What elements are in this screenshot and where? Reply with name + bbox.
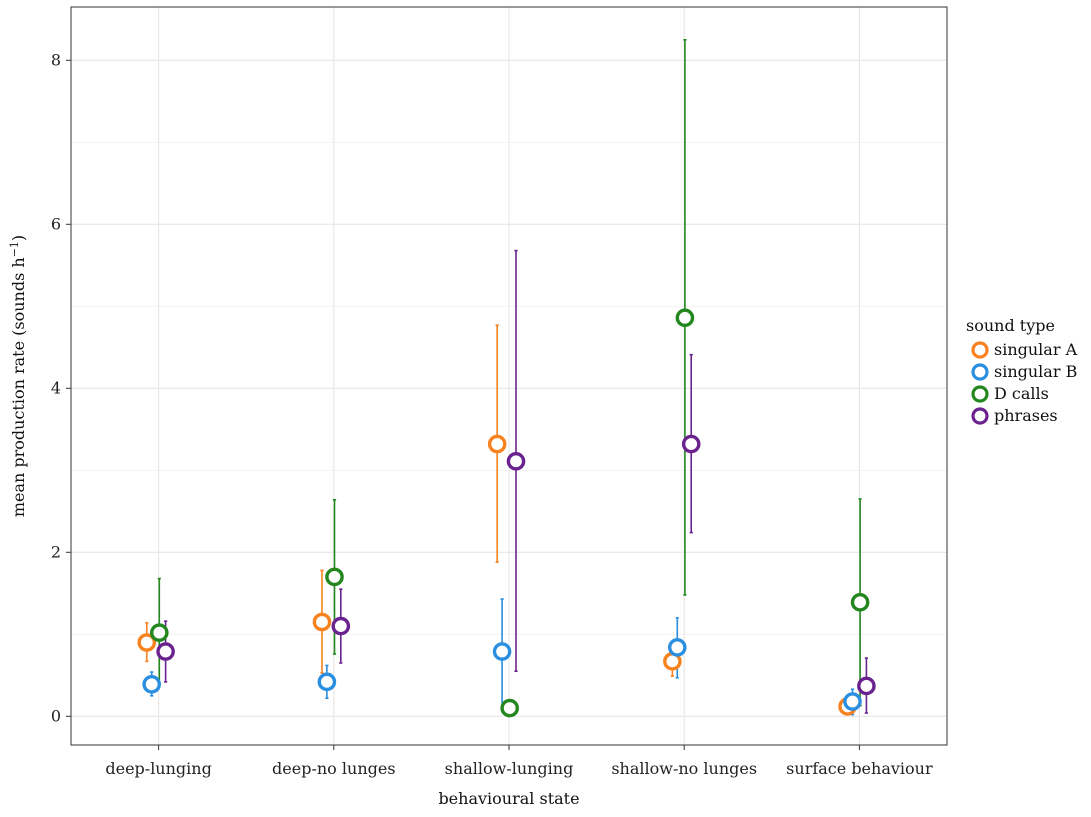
y-tick-label: 6 — [51, 214, 61, 233]
data-point — [850, 593, 870, 612]
y-axis-title-main: mean production rate (sounds h — [9, 257, 28, 517]
y-axis-title: mean production rate (sounds h−1) — [8, 235, 28, 517]
legend: sound type singular A singular B D calls ph… — [966, 316, 1078, 425]
y-tick-label: 4 — [51, 378, 61, 397]
data-points — [137, 308, 876, 718]
x-tick-label: shallow-lunging — [445, 759, 574, 778]
x-tick-label: deep-lunging — [105, 759, 211, 778]
legend-label: D calls — [994, 384, 1049, 403]
data-point — [317, 672, 337, 692]
data-point — [857, 676, 876, 696]
legend-key-icon — [971, 363, 989, 381]
legend-key-icon — [971, 341, 989, 359]
y-tick-label: 2 — [51, 542, 61, 561]
axes: 0 2 4 6 8 deep-lunging deep-no lunges shallow-l… — [51, 50, 933, 778]
legend-item: D calls — [971, 384, 1049, 403]
data-point — [492, 642, 512, 661]
grid-lines — [71, 7, 947, 745]
data-point — [150, 623, 169, 642]
data-point — [156, 642, 175, 661]
data-point — [667, 638, 687, 657]
data-point — [312, 612, 332, 632]
data-point — [675, 308, 695, 328]
legend-title: sound type — [966, 316, 1055, 335]
data-point — [506, 451, 526, 471]
x-tick-label: deep-no lunges — [272, 759, 396, 778]
y-axis-title-sup: −1 — [8, 241, 21, 257]
legend-item: singular A — [971, 340, 1078, 359]
legend-item: phrases — [971, 406, 1058, 425]
y-tick-label: 8 — [51, 50, 61, 69]
legend-label: singular A — [994, 340, 1078, 359]
x-axis-title: behavioural state — [438, 789, 579, 808]
data-point — [325, 567, 344, 587]
x-tick-label: surface behaviour — [786, 759, 933, 778]
y-tick-label: 0 — [51, 706, 61, 725]
legend-key-icon — [971, 385, 989, 403]
y-axis-title-close: ) — [9, 235, 28, 241]
data-point — [500, 698, 520, 718]
x-tick-label: shallow-no lunges — [611, 759, 757, 778]
data-point — [487, 434, 507, 454]
data-point — [142, 675, 161, 694]
legend-item: singular B — [971, 362, 1077, 381]
legend-key-icon — [971, 407, 989, 425]
data-point — [137, 633, 157, 652]
data-point — [331, 616, 351, 636]
data-point — [843, 692, 862, 711]
legend-label: phrases — [994, 406, 1058, 425]
legend-label: singular B — [994, 362, 1077, 381]
error-bars — [145, 38, 869, 716]
data-point — [681, 434, 701, 454]
